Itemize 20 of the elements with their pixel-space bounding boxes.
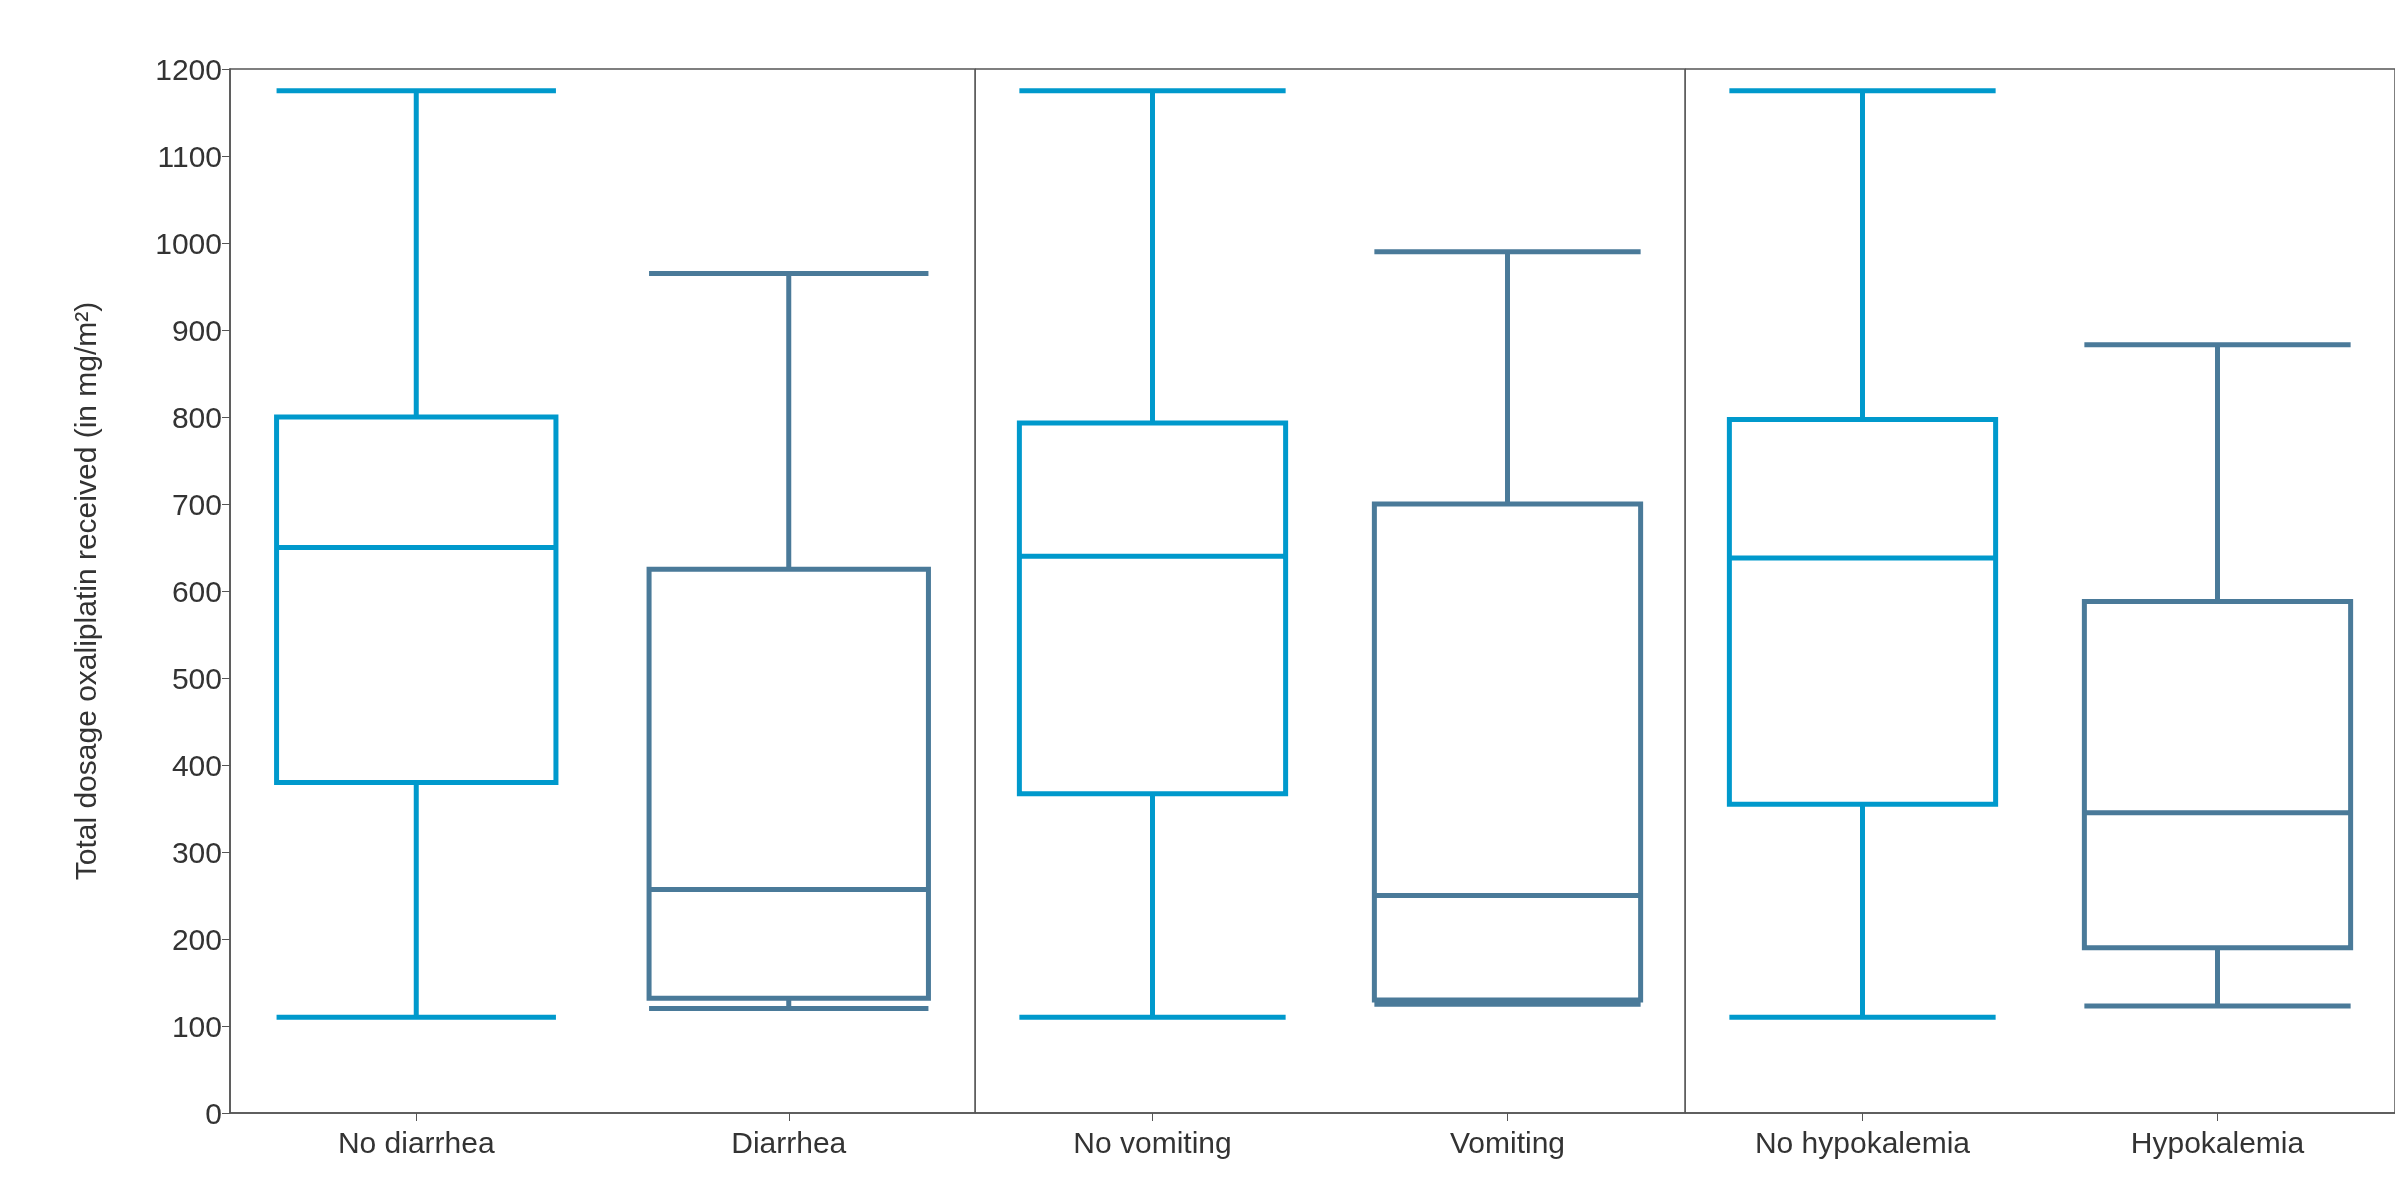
y-tick-label: 400 — [171, 748, 222, 782]
y-tick-label: 100 — [171, 1009, 222, 1043]
x-tick-label: Diarrhea — [731, 1125, 847, 1159]
x-tick-label: Hypokalemia — [2130, 1125, 2305, 1159]
x-tick-label: No diarrhea — [337, 1125, 495, 1159]
y-tick-label: 600 — [171, 574, 222, 608]
x-tick-label: Vomiting — [1449, 1125, 1566, 1159]
y-tick-label: 200 — [171, 922, 222, 956]
y-tick-label: 800 — [171, 400, 222, 434]
y-tick-label: 1000 — [155, 226, 222, 260]
y-tick-label: 500 — [171, 661, 222, 695]
y-tick-label: 300 — [171, 835, 222, 869]
y-tick-label: 1200 — [155, 52, 222, 86]
y-tick-label: 900 — [171, 313, 222, 347]
y-axis-title: Total dosage oxaliplatin received (in mg/m²) — [68, 301, 102, 881]
x-tick-label: No hypokalemia — [1754, 1125, 1971, 1159]
x-tick-label: No vomiting — [1073, 1125, 1232, 1159]
y-tick-label: 700 — [171, 487, 222, 521]
y-tick-label: 0 — [205, 1096, 222, 1130]
y-tick-label: 1100 — [157, 139, 222, 173]
